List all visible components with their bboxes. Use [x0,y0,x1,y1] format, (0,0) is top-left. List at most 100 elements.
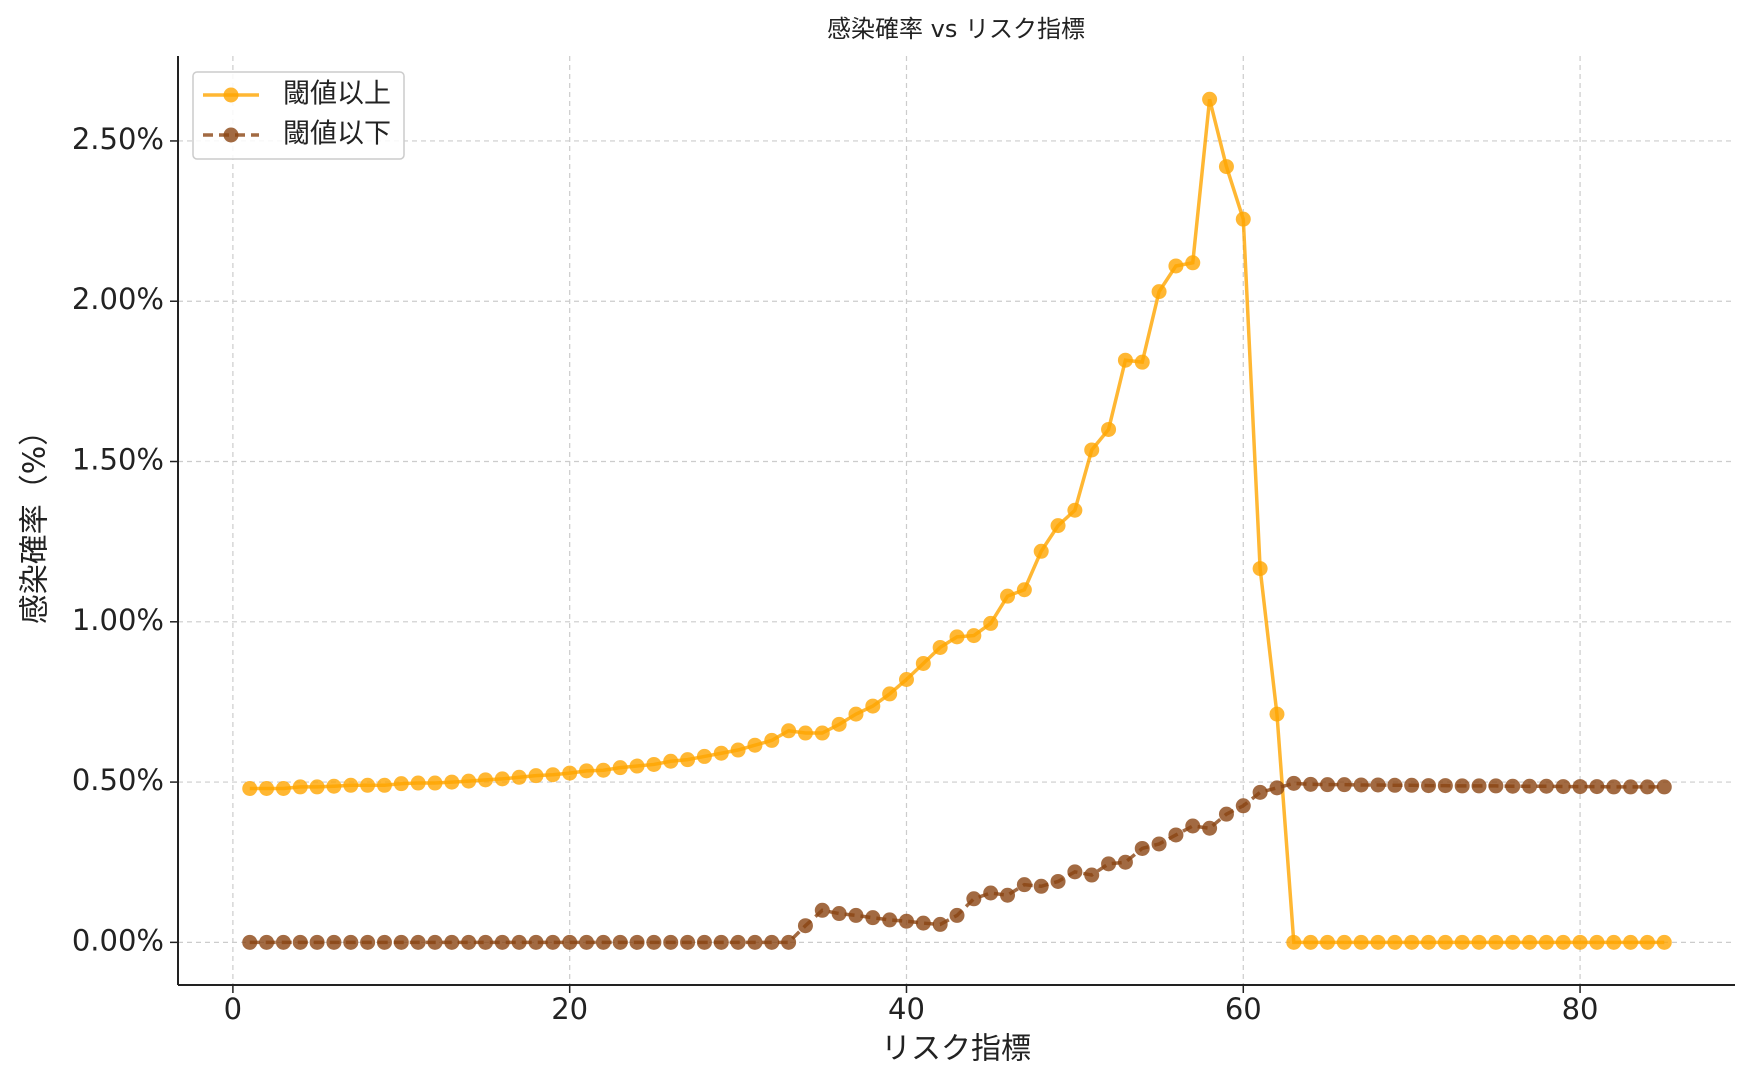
x-tick-label: 0 [224,992,242,1026]
data-point [1202,91,1218,107]
data-point [730,742,746,758]
data-point [1067,502,1083,518]
data-point [764,732,780,748]
x-axis-label: リスク指標 [881,1032,1031,1067]
data-point [1117,352,1133,368]
data-point [242,934,258,950]
data-point [461,773,477,789]
data-point [1572,779,1588,795]
data-point [545,934,561,950]
data-point [1538,934,1554,950]
data-point [343,777,359,793]
x-tick-label: 20 [551,992,588,1026]
data-point [1134,840,1150,856]
data-point [629,758,645,774]
data-point [259,780,275,796]
data-point [360,777,376,793]
data-point [1589,934,1605,950]
data-point [781,934,797,950]
data-point [680,752,696,768]
data-point [1218,159,1234,175]
data-point [865,698,881,714]
data-point [1387,934,1403,950]
data-point [545,767,561,783]
data-point [1606,779,1622,795]
data-point [1353,777,1369,793]
data-point [983,615,999,631]
data-point [1218,806,1234,822]
data-point [1286,934,1302,950]
data-point [1286,775,1302,791]
data-point [898,913,914,929]
data-point [360,934,376,950]
data-point [1471,934,1487,950]
data-point [932,916,948,932]
data-point [1656,934,1672,950]
data-point [1000,588,1016,604]
data-point [1117,854,1133,870]
data-point [1336,777,1352,793]
data-point [1235,798,1251,814]
legend-swatch-marker [223,127,239,143]
data-point [1623,779,1639,795]
data-point [1151,284,1167,300]
data-point [511,769,527,785]
data-point [1319,777,1335,793]
data-point [713,745,729,761]
data-point [1572,934,1588,950]
data-point [494,934,510,950]
data-point [562,934,578,950]
data-point [259,934,275,950]
data-point [242,780,258,796]
y-tick-label: 0.50% [72,763,164,797]
data-point [797,918,813,934]
data-point [1319,934,1335,950]
data-point [1522,778,1538,794]
data-point [1606,934,1622,950]
data-point [275,780,291,796]
y-tick-label: 1.50% [72,443,164,477]
data-point [1639,934,1655,950]
data-point [797,725,813,741]
data-point [461,934,477,950]
data-point [326,934,342,950]
legend-label: 閾値以下 [283,119,391,150]
x-tick-label: 80 [1562,992,1599,1026]
data-point [1252,561,1268,577]
data-point [1370,934,1386,950]
data-point [730,934,746,950]
data-point [393,776,409,792]
data-point [326,778,342,794]
data-point [663,753,679,769]
data-point [595,934,611,950]
data-point [595,762,611,778]
data-point [494,771,510,787]
data-point [966,891,982,907]
data-point [1151,836,1167,852]
data-point [562,765,578,781]
data-point [1454,934,1470,950]
data-point [1522,934,1538,950]
data-point [292,934,308,950]
data-point [1235,211,1251,227]
data-point [663,934,679,950]
data-point [629,934,645,950]
data-point [1353,934,1369,950]
chart-title: 感染確率 vs リスク指標 [827,15,1085,43]
data-point [1505,934,1521,950]
data-point [275,934,291,950]
data-point [427,934,443,950]
data-point [966,628,982,644]
data-point [1033,543,1049,559]
data-point [410,775,426,791]
data-point [1505,778,1521,794]
data-point [1050,873,1066,889]
data-point [882,912,898,928]
data-point [848,706,864,722]
data-point [747,934,763,950]
data-point [1050,518,1066,534]
data-point [1185,255,1201,271]
data-point [1303,934,1319,950]
data-point [1437,778,1453,794]
